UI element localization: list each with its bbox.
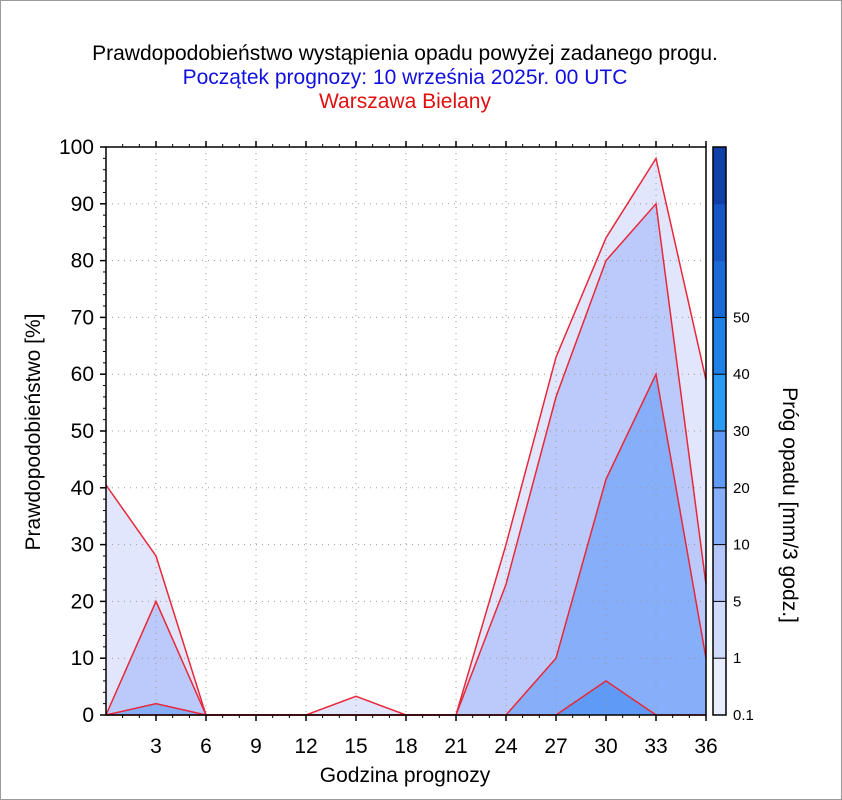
x-tick-label: 3	[150, 735, 162, 758]
colorbar-label: 0.1	[733, 707, 754, 724]
colorbar-segment	[713, 487, 726, 546]
x-tick-label: 24	[494, 735, 518, 758]
colorbar-segment	[713, 374, 726, 432]
x-tick-label: 12	[294, 735, 317, 758]
colorbar-label: 1	[733, 650, 741, 667]
x-tick-label: 36	[694, 735, 717, 758]
colorbar-label: 10	[733, 537, 750, 554]
colorbar-label: 30	[733, 423, 750, 440]
chart-title: Prawdopodobieństwo wystąpienia opadu pow…	[92, 42, 718, 65]
colorbar-segment	[713, 658, 726, 716]
x-tick-label: 18	[394, 735, 417, 758]
colorbar-label: 20	[733, 480, 750, 497]
chart-titles: Prawdopodobieństwo wystąpienia opadu pow…	[0, 42, 810, 114]
x-tick-label: 6	[200, 735, 212, 758]
colorbar-segment	[713, 317, 726, 375]
y-tick-label: 100	[59, 136, 94, 159]
x-tick-label: 27	[544, 735, 567, 758]
colorbar-segment	[713, 260, 726, 318]
colorbar-segment	[713, 431, 726, 489]
x-tick-label: 21	[444, 735, 467, 758]
y-tick-label: 30	[71, 534, 94, 557]
y-tick-label: 90	[71, 193, 94, 216]
y-tick-label: 10	[71, 647, 94, 670]
x-tick-label: 9	[250, 735, 262, 758]
y-tick-label: 50	[71, 420, 94, 443]
y-tick-label: 80	[71, 250, 94, 273]
colorbar-segment	[713, 147, 726, 205]
colorbar-title: Próg opadu [mm/3 godz.]	[778, 387, 801, 623]
area-threshold-5	[106, 374, 706, 715]
y-tick-label: 20	[71, 590, 94, 613]
colorbar-label: 5	[733, 593, 741, 610]
colorbar-label: 40	[733, 366, 750, 383]
x-axis-title: Godzina prognozy	[320, 764, 491, 787]
colorbar-segment	[713, 203, 726, 262]
chart-subtitle: Początek prognozy: 10 września 2025r. 00…	[182, 66, 628, 89]
y-tick-label: 70	[71, 306, 94, 329]
area-threshold-10	[106, 680, 706, 715]
y-tick-label: 0	[82, 704, 94, 727]
y-axis-title: Prawdopodobieństwo [%]	[22, 314, 45, 551]
colorbar-segment	[713, 544, 726, 602]
colorbar-label: 50	[733, 309, 750, 326]
x-tick-label: 15	[344, 735, 367, 758]
colorbar-segment	[713, 601, 726, 659]
y-tick-label: 60	[71, 363, 94, 386]
area-threshold-1	[106, 203, 706, 716]
chart-location: Warszawa Bielany	[319, 90, 491, 113]
x-tick-label: 30	[594, 735, 617, 758]
x-tick-label: 33	[644, 735, 667, 758]
y-tick-label: 40	[71, 477, 94, 500]
